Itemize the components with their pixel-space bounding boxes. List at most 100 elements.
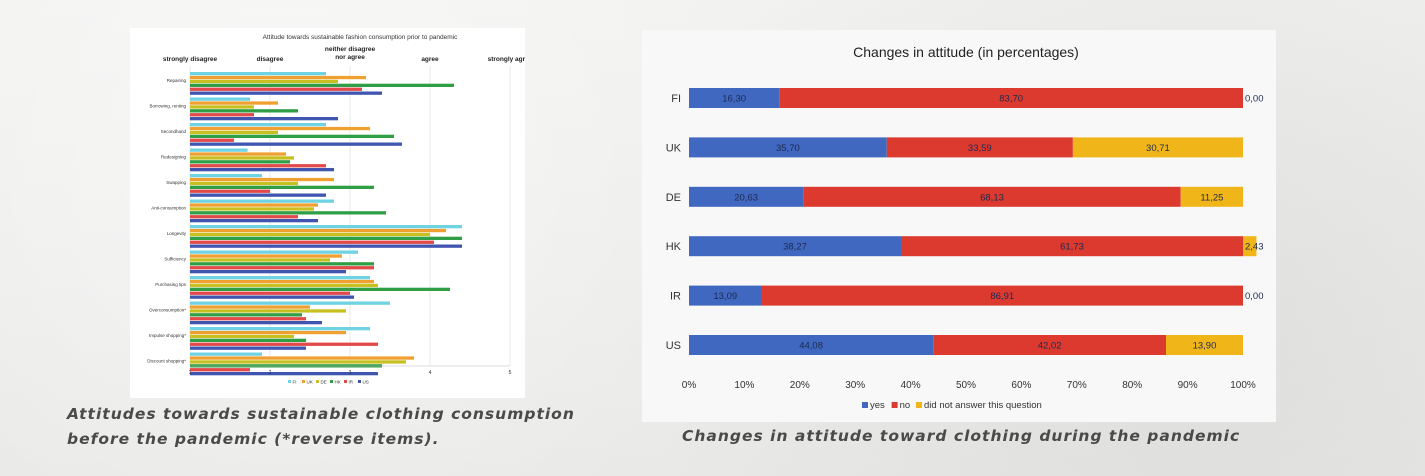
bar-uk [190,305,310,309]
legend-swatch [862,402,868,408]
legend-swatch-hk [330,380,333,383]
bar-fi [190,199,334,203]
category-label: IR [670,291,681,303]
data-label: 33,59 [968,143,992,154]
bar-us [190,270,346,274]
changes-chart-panel: Changes in attitude (in percentages) FI 16… [642,30,1276,422]
legend-swatch-ir [344,380,347,383]
data-label: 0,00 [1245,94,1264,105]
bar-segment-yes [689,335,934,355]
bar-de [190,232,430,237]
bar-segment-yes [689,137,887,158]
scale-label: strongly agree [488,56,525,63]
bar-fi [190,97,250,101]
bar-de [190,309,346,313]
category-label: Discount shopping* [147,359,186,364]
data-label: 38,27 [783,242,807,253]
scale-label: neither disagree nor agree [325,46,376,61]
bar-hk [190,287,450,291]
category-label: Anti-consumption [151,206,186,211]
bar-fi [190,301,390,305]
x-tick-label: 4 [429,370,432,376]
bar-ir [190,266,374,270]
bar-segment-yes [689,186,804,207]
bar-de [190,79,338,84]
bar-ir [190,189,270,193]
bar-fi [190,327,370,331]
bar-segment-did-not-answer-this-question [1165,335,1243,355]
bar-uk [190,177,334,182]
x-tick-label: 80% [1122,380,1142,391]
x-tick-label: 2 [269,370,272,376]
category-label: Borrowing, renting [149,104,186,109]
x-tick-label: 1 [189,370,192,376]
data-label: 83,70 [999,94,1023,105]
bar-de [190,334,294,339]
bar-uk [190,254,342,258]
legend-label: US [363,380,369,385]
bar-fi [190,72,326,76]
legend-swatch-de [316,380,319,383]
bar-hk [190,211,386,215]
bar-de [190,207,314,211]
legend-label: no [900,400,911,411]
bar-uk [190,152,286,156]
bar-de [190,283,378,288]
x-tick-label: 60% [1011,380,1031,391]
bar-de [190,105,254,109]
category-label: Repairing [167,78,187,83]
bar-hk [190,83,454,87]
data-label: 16,30 [722,94,746,105]
category-label: FI [671,93,681,105]
bar-ir [190,164,326,168]
bar-uk [190,330,346,335]
legend-swatch [916,402,922,408]
bar-uk [190,101,278,105]
bar-us [190,142,402,146]
data-label: 11,25 [1200,192,1223,203]
bar-ir [190,317,306,321]
scale-label: agree [421,56,439,63]
changes-stacked-bar-chart: Changes in attitude (in percentages) FI 16… [666,44,1264,411]
data-label: 44,08 [799,341,823,352]
data-label: 20,63 [734,192,758,203]
bar-segment-did-not-answer-this-question [1243,236,1257,257]
chart-title: Attitude towards sustainable fashion con… [263,34,458,41]
bar-de [190,360,406,364]
bar-hk [190,134,394,138]
bar-fi [190,225,462,229]
legend-swatch-fi [288,380,291,383]
x-tick-label: 40% [901,380,921,391]
data-label: 30,71 [1146,143,1170,154]
bar-us [190,321,322,325]
legend-swatch [891,402,898,408]
scale-label: disagree [257,56,284,63]
x-tick-label: 20% [790,380,810,391]
data-label: 42,02 [1038,341,1062,352]
bar-uk [190,356,414,360]
legend-swatch-uk [302,380,305,383]
scale-label: strongly disagree [163,56,218,63]
data-label: 2,43 [1245,242,1264,253]
legend-label: IR [349,380,354,385]
category-label: Longevity [167,231,187,236]
data-label: 35,70 [776,143,800,154]
data-label: 68,13 [980,192,1004,203]
bar-fi [190,250,358,254]
category-label: Impulse shopping* [149,333,186,338]
category-label: Sufficiency [164,257,186,262]
left-figure-caption: Attitudes towards sustainable clothing c… [67,405,575,448]
bar-segment-yes [689,236,902,257]
category-label: HK [666,241,682,253]
bar-us [190,193,326,197]
legend-label: did not answer this question [924,400,1042,411]
bar-segment-no [933,335,1166,355]
legend-label: yes [870,400,885,411]
bar-hk [190,109,298,113]
bar-fi [190,276,370,280]
bar-hk [190,338,306,342]
category-label: Overconsumption* [149,308,186,313]
x-tick-label: 70% [1067,380,1087,391]
data-label: 13,90 [1193,341,1217,352]
bar-uk [190,228,446,233]
